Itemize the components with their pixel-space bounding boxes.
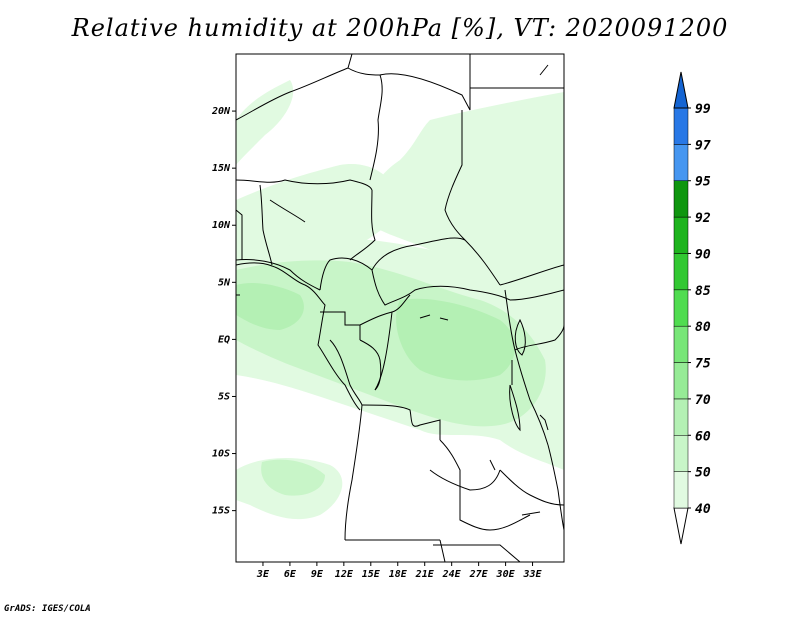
colorbar-label: 50 — [695, 466, 711, 481]
lon-tick-label: 21E — [415, 569, 435, 580]
lon-tick-label: 27E — [469, 569, 489, 580]
lon-tick-label: 33E — [523, 569, 543, 580]
longitude-axis: 3E 6E 9E 12E 15E 18E 21E 24E 27E 30E 33E — [256, 562, 543, 580]
colorbar-segment — [673, 362, 689, 400]
colorbar-label: 60 — [695, 429, 711, 444]
credit-label: GrADS: IGES/COLA — [4, 604, 91, 614]
colorbar-label: 90 — [695, 247, 711, 262]
lat-tick-label: 10S — [212, 449, 230, 460]
colorbar-segment — [673, 253, 689, 291]
colorbar-segment — [673, 144, 689, 181]
humidity-area-central-core — [236, 260, 546, 427]
lon-tick-label: 15E — [362, 569, 381, 580]
lon-tick-label: 12E — [335, 569, 354, 580]
map-frame — [235, 53, 565, 563]
colorbar-label: 99 — [695, 102, 711, 117]
colorbar-segment — [673, 325, 689, 363]
lat-tick-label: 5S — [218, 391, 230, 402]
colorbar-label: 95 — [695, 175, 711, 190]
colorbar-segment — [673, 107, 689, 145]
humidity-area-northwest — [236, 80, 294, 165]
colorbar-label: 97 — [695, 138, 711, 153]
coastlines-and-lakes — [236, 64, 549, 516]
lon-tick-label: 6E — [284, 569, 297, 580]
lat-tick-label: 5N — [218, 277, 231, 288]
lat-tick-label: 15N — [212, 163, 231, 174]
colorbar-segment — [673, 180, 689, 218]
map-title: Relative humidity at 200hPa [%], VT: 202… — [71, 14, 729, 42]
humidity-area-congo — [396, 298, 515, 381]
lon-tick-label: 30E — [496, 569, 516, 580]
colorbar-label: 92 — [695, 211, 711, 226]
latitude-axis: 20N 15N 10N 5N EQ 5S 10S 15S — [211, 106, 236, 517]
colorbar-segment — [673, 471, 689, 509]
colorbar-segment — [673, 216, 689, 254]
colorbar-segment — [673, 435, 689, 472]
humidity-area-northeast — [369, 92, 564, 293]
lon-tick-label: 3E — [256, 569, 270, 580]
colorbar-label: 80 — [695, 320, 711, 335]
colorbar-segment — [673, 398, 689, 436]
country-borders — [236, 54, 564, 562]
humidity-field — [236, 54, 564, 562]
lat-tick-label: 20N — [211, 106, 231, 117]
humidity-area-sahel — [236, 164, 402, 260]
lat-tick-label: 10N — [212, 220, 231, 231]
lat-tick-label: EQ — [218, 334, 230, 345]
colorbar: 40 50 60 70 75 80 85 90 92 95 97 99 — [673, 71, 711, 545]
colorbar-segment — [673, 289, 689, 327]
humidity-area-southwest-core — [261, 459, 325, 496]
colorbar-label: 75 — [695, 357, 711, 372]
humidity-area-gulf — [236, 283, 304, 330]
lon-tick-label: 9E — [311, 569, 324, 580]
colorbar-label: 85 — [695, 284, 711, 299]
colorbar-segment — [673, 71, 689, 109]
lon-tick-label: 18E — [389, 569, 408, 580]
colorbar-segment — [673, 507, 689, 545]
lat-tick-label: 15S — [212, 506, 230, 517]
lon-tick-label: 24E — [442, 569, 462, 580]
colorbar-label: 70 — [695, 393, 711, 408]
colorbar-label: 40 — [695, 502, 711, 517]
